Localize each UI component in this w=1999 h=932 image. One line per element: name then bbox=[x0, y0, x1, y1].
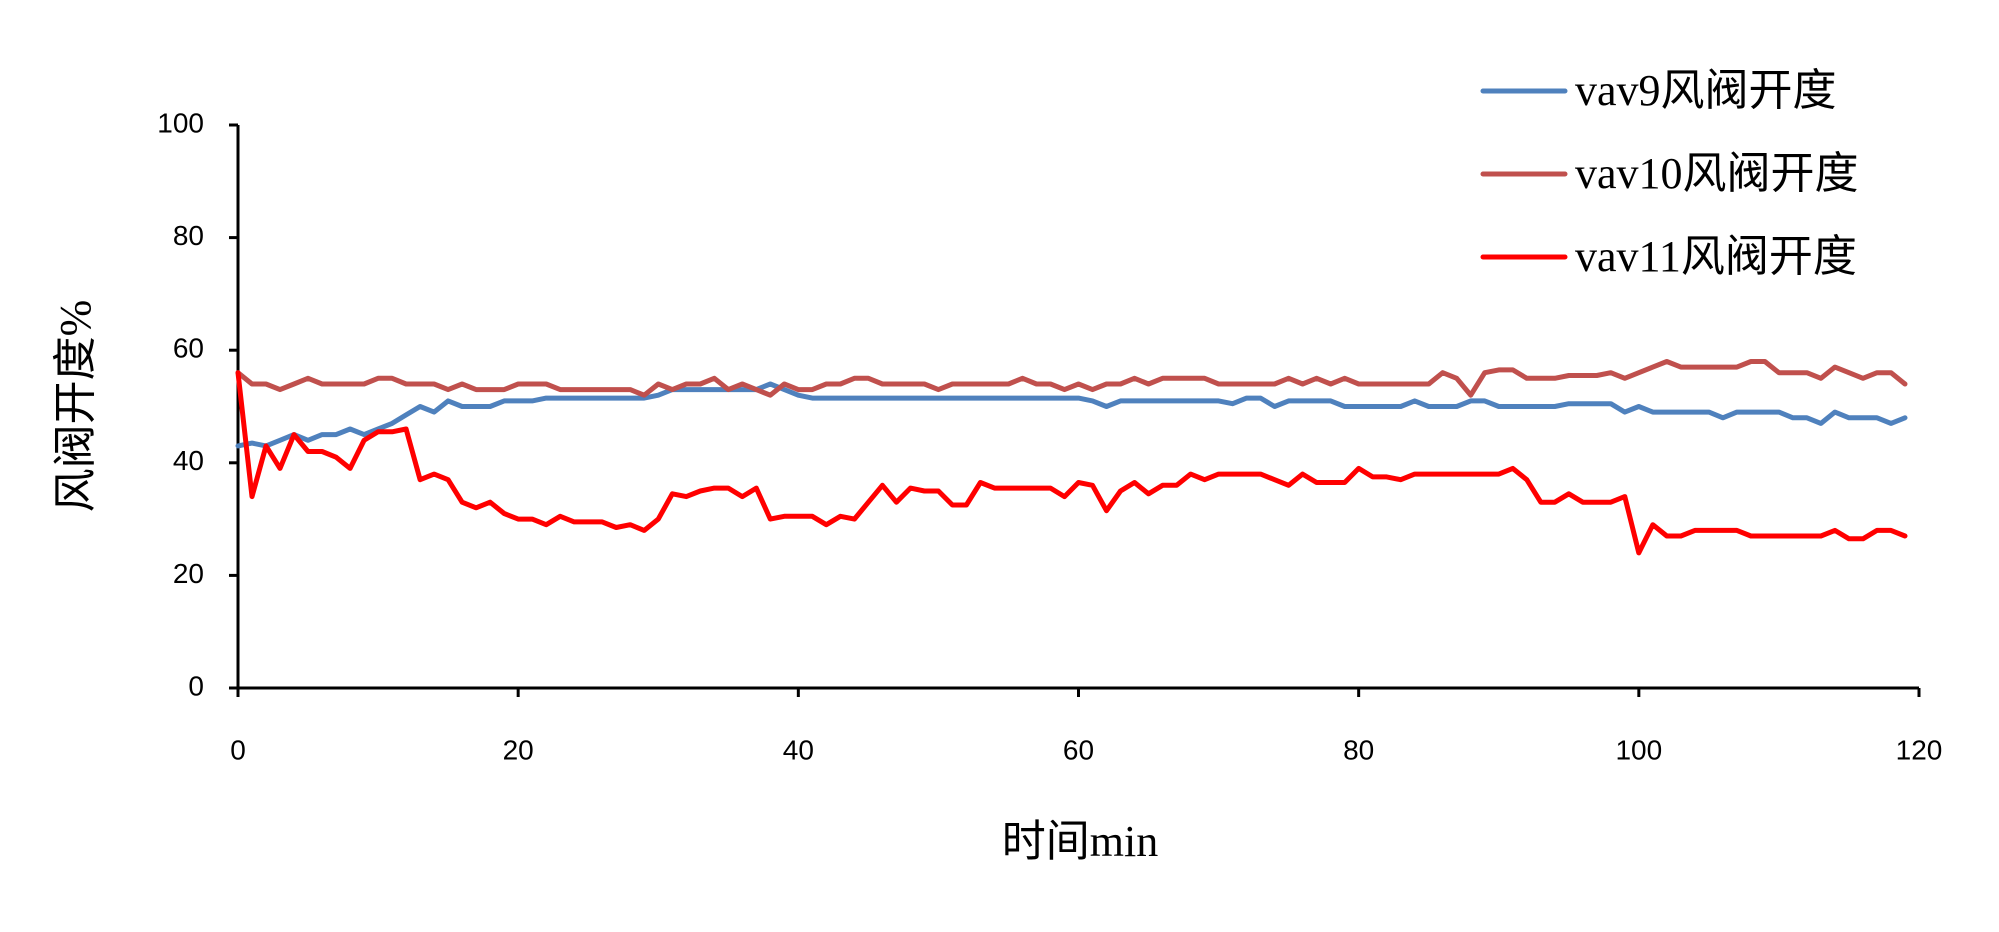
y-tick-label: 60 bbox=[173, 333, 204, 364]
x-tick-label: 60 bbox=[1063, 734, 1094, 765]
x-tick-label: 40 bbox=[783, 734, 814, 765]
series-line bbox=[235, 359, 1908, 398]
x-tick-label: 0 bbox=[230, 734, 246, 765]
legend-label: vav10风阀开度 bbox=[1575, 149, 1859, 198]
x-tick-label: 100 bbox=[1615, 734, 1662, 765]
series-line bbox=[235, 370, 1908, 556]
y-axis-title: 风阀开度% bbox=[51, 300, 100, 513]
y-tick-label: 20 bbox=[173, 558, 204, 589]
x-axis-title: 时间min bbox=[1002, 817, 1158, 866]
series-line bbox=[235, 381, 1908, 449]
legend-label: vav11风阀开度 bbox=[1575, 232, 1857, 281]
x-tick-label: 120 bbox=[1896, 734, 1943, 765]
y-tick-label: 0 bbox=[188, 670, 204, 701]
legend-label: vav9风阀开度 bbox=[1575, 66, 1837, 115]
x-tick-label: 20 bbox=[503, 734, 534, 765]
y-tick-label: 100 bbox=[157, 107, 204, 138]
y-tick-label: 80 bbox=[173, 220, 204, 251]
x-tick-label: 80 bbox=[1343, 734, 1374, 765]
y-tick-label: 40 bbox=[173, 445, 204, 476]
